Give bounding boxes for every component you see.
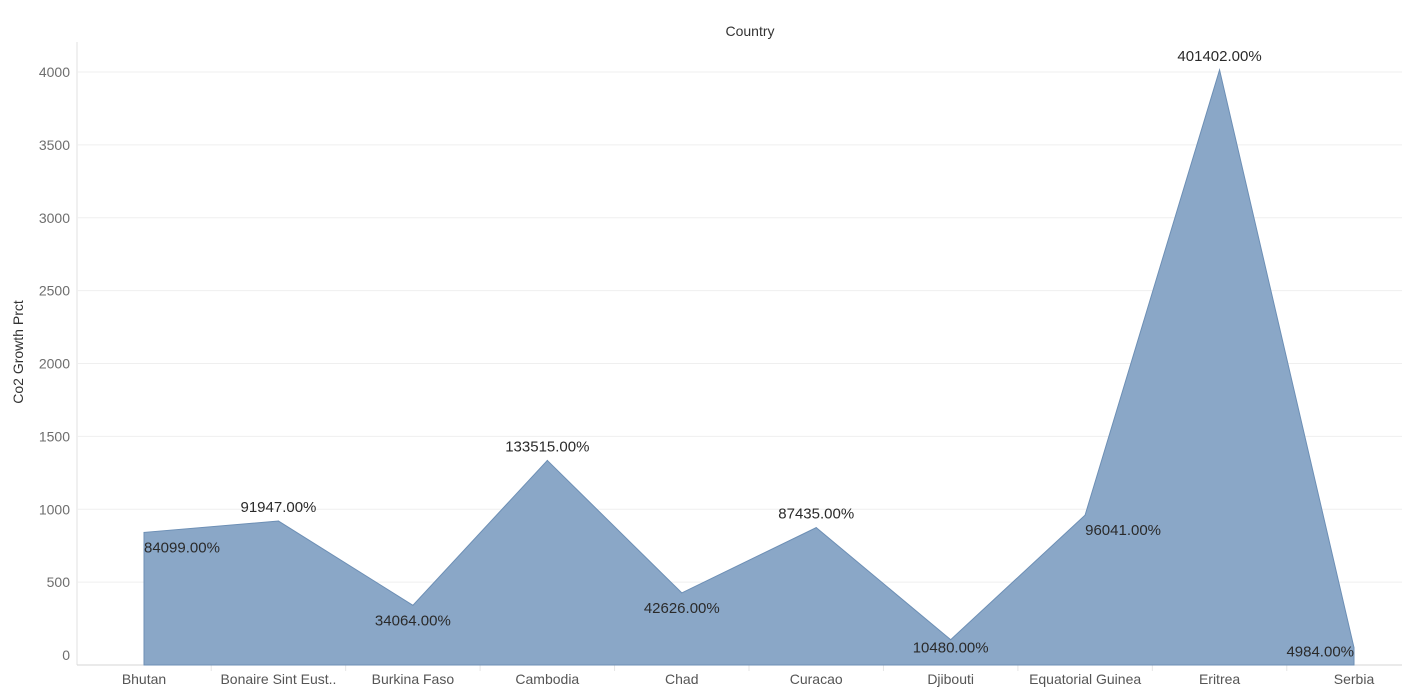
y-tick-label: 2500	[39, 283, 70, 299]
data-label: 42626.00%	[644, 600, 720, 617]
y-tick-label: 1500	[39, 428, 70, 444]
x-tick-label: Curacao	[790, 671, 843, 687]
y-tick-label: 4000	[39, 64, 70, 80]
x-tick-label: Bhutan	[122, 671, 166, 687]
data-labels: 84099.00% 91947.00% 34064.00% 133515.00% 426…	[144, 48, 1354, 661]
y-tick-label: 1000	[39, 501, 70, 517]
data-label: 133515.00%	[505, 438, 589, 455]
data-label: 96041.00%	[1085, 522, 1161, 539]
data-label: 10480.00%	[913, 640, 989, 657]
data-point	[143, 531, 145, 533]
x-tick-label: Bonaire Sint Eust..	[220, 671, 336, 687]
x-tick-label: Eritrea	[1199, 671, 1240, 687]
data-point	[681, 592, 683, 594]
x-tick-label: Serbia	[1334, 671, 1375, 687]
data-point	[277, 520, 279, 522]
data-point	[1353, 647, 1355, 649]
y-tick-label: 2000	[39, 356, 70, 372]
x-axis: Bhutan Bonaire Sint Eust.. Burkina Faso Cam…	[122, 671, 1375, 687]
y-axis: 0 500 1000 1500 2000 2500 3000 3500 4000	[39, 64, 70, 663]
data-point	[950, 639, 952, 641]
x-tick-label: Djibouti	[927, 671, 974, 687]
y-tick-label: 3000	[39, 210, 70, 226]
y-tick-label: 3500	[39, 137, 70, 153]
data-point	[546, 459, 548, 461]
x-axis-title: Country	[725, 23, 774, 39]
data-label: 87435.00%	[778, 506, 854, 523]
data-point	[1084, 514, 1086, 516]
y-axis-title: Co2 Growth Prct	[10, 300, 26, 404]
x-tick-label: Equatorial Guinea	[1029, 671, 1141, 687]
data-point	[1219, 69, 1221, 71]
data-label: 91947.00%	[240, 499, 316, 516]
x-tick-label: Burkina Faso	[372, 671, 455, 687]
y-tick-label: 500	[47, 574, 71, 590]
data-label: 34064.00%	[375, 612, 451, 629]
x-tick-label: Cambodia	[515, 671, 579, 687]
area-series	[143, 68, 1355, 666]
data-point	[815, 527, 817, 529]
y-tick-label: 0	[62, 647, 70, 663]
data-label: 4984.00%	[1286, 644, 1354, 661]
data-point	[412, 604, 414, 606]
data-label: 84099.00%	[144, 539, 220, 556]
area-layer	[143, 68, 1355, 666]
x-tick-label: Chad	[665, 671, 698, 687]
data-label: 401402.00%	[1177, 48, 1261, 65]
